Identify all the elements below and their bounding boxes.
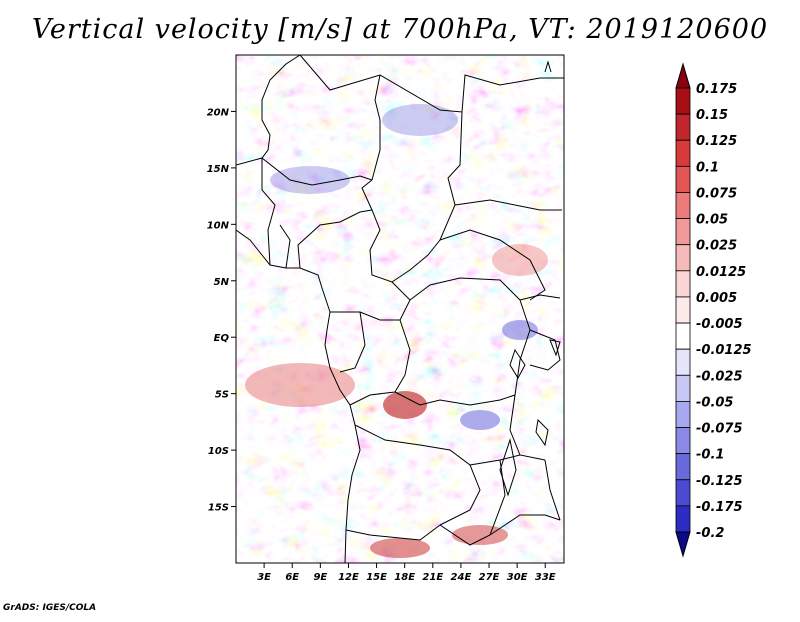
colorbar-swatch (675, 218, 691, 246)
lon-tick-label: 24E (451, 572, 472, 583)
colorbar-swatch (675, 244, 691, 272)
colorbar-swatch (675, 296, 691, 324)
colorbar-label: 0.15 (696, 108, 728, 123)
colorbar-bottom-extension (675, 531, 691, 558)
colorbar-label: -0.1 (696, 448, 724, 463)
colorbar-label: -0.2 (696, 526, 724, 541)
colorbar-label: -0.025 (696, 369, 743, 384)
colorbar-swatch (675, 165, 691, 193)
colorbar-label: -0.05 (696, 395, 733, 410)
colorbar-swatch (675, 113, 691, 141)
lon-tick-label: 30E (507, 572, 528, 583)
colorbar-label: 0.075 (696, 186, 737, 201)
lat-tick-label: 15N (207, 164, 230, 175)
colorbar-label: 0.125 (696, 134, 737, 149)
lon-tick-label: 9E (313, 572, 327, 583)
colorbar: 0.175 0.15 0.125 0.1 0.075 0.05 0.025 0.0125 0.0… (675, 62, 752, 558)
colorbar-swatch (675, 322, 691, 350)
latitude-axis: 20N 15N 10N 5N EQ 5S 10S 15S (207, 107, 236, 514)
lat-tick-label: 20N (207, 107, 230, 118)
colorbar-label: 0.175 (696, 82, 737, 97)
colorbar-label: 0.005 (696, 291, 737, 306)
colorbar-label: -0.175 (696, 500, 743, 515)
colorbar-swatch (675, 87, 691, 115)
colorbar-label: -0.0125 (696, 343, 752, 358)
colorbar-swatch (675, 453, 691, 481)
vertical-velocity-field (236, 55, 564, 563)
longitude-axis: 3E 6E 9E 12E 15E 18E 21E 24E 27E 30E 33E (257, 563, 556, 583)
grads-credit: GrADS: IGES/COLA (3, 603, 97, 613)
map-frame (235, 54, 565, 564)
lon-tick-label: 27E (479, 572, 500, 583)
colorbar-swatch (675, 505, 691, 533)
colorbar-swatch (675, 270, 691, 298)
lon-tick-label: 33E (535, 572, 556, 583)
colorbar-swatch (675, 192, 691, 219)
colorbar-label: -0.005 (696, 317, 743, 332)
lat-tick-label: 10S (208, 446, 229, 457)
colorbar-label: 0.1 (696, 160, 719, 175)
colorbar-swatch (675, 348, 691, 376)
colorbar-top-extension (675, 62, 691, 89)
colorbar-label: -0.125 (696, 474, 743, 489)
colorbar-label: -0.075 (696, 422, 743, 437)
lon-tick-label: 18E (394, 572, 415, 583)
colorbar-swatch (675, 427, 691, 455)
chart-title: Vertical velocity [m/s] at 700hPa, VT: 2… (31, 14, 769, 45)
colorbar-label: 0.0125 (696, 265, 746, 280)
lat-tick-label: 10N (207, 220, 230, 231)
country-borders (236, 55, 564, 563)
lat-tick-label: EQ (214, 333, 230, 344)
lat-tick-label: 5N (214, 277, 230, 288)
lon-tick-label: 3E (257, 572, 271, 583)
lon-tick-label: 6E (285, 572, 299, 583)
colorbar-label: 0.025 (696, 239, 737, 254)
lon-tick-label: 15E (366, 572, 387, 583)
colorbar-swatch (675, 401, 691, 428)
colorbar-label: 0.05 (696, 213, 728, 228)
lat-tick-label: 15S (208, 503, 229, 514)
colorbar-swatch (675, 479, 691, 507)
colorbar-swatch (675, 374, 691, 402)
colorbar-swatch (675, 139, 691, 167)
lat-tick-label: 5S (215, 390, 229, 401)
lon-tick-label: 21E (422, 572, 443, 583)
lon-tick-label: 12E (338, 572, 359, 583)
